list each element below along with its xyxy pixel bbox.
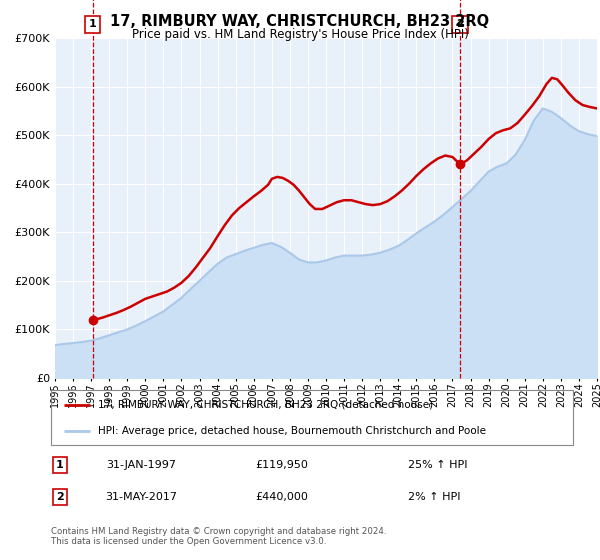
Text: 1: 1 [56,460,64,470]
Text: 2% ↑ HPI: 2% ↑ HPI [408,492,461,502]
Text: Contains HM Land Registry data © Crown copyright and database right 2024.
This d: Contains HM Land Registry data © Crown c… [51,527,386,547]
Text: 2: 2 [456,20,464,29]
Text: £440,000: £440,000 [256,492,308,502]
Text: Price paid vs. HM Land Registry's House Price Index (HPI): Price paid vs. HM Land Registry's House … [131,28,469,41]
Text: 2: 2 [56,492,64,502]
Text: 17, RIMBURY WAY, CHRISTCHURCH, BH23 2RQ: 17, RIMBURY WAY, CHRISTCHURCH, BH23 2RQ [110,14,490,29]
Text: 1: 1 [89,20,97,29]
Text: 17, RIMBURY WAY, CHRISTCHURCH, BH23 2RQ (detached house): 17, RIMBURY WAY, CHRISTCHURCH, BH23 2RQ … [98,400,433,410]
Text: £119,950: £119,950 [256,460,308,470]
Text: 25% ↑ HPI: 25% ↑ HPI [408,460,467,470]
Text: 31-MAY-2017: 31-MAY-2017 [105,492,177,502]
Text: HPI: Average price, detached house, Bournemouth Christchurch and Poole: HPI: Average price, detached house, Bour… [98,426,486,436]
Text: 31-JAN-1997: 31-JAN-1997 [106,460,176,470]
